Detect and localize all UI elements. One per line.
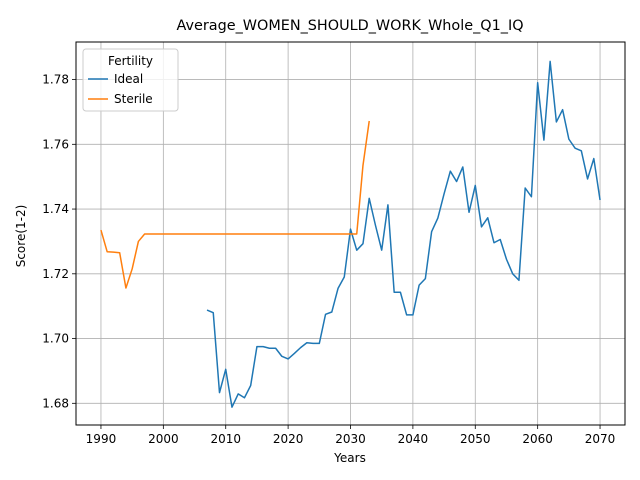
x-tick-label: 1990 [86, 432, 117, 446]
y-tick-label: 1.72 [42, 267, 69, 281]
legend-label-ideal: Ideal [114, 72, 143, 86]
y-tick-label: 1.74 [42, 202, 69, 216]
y-axis-label: Score(1-2) [14, 205, 28, 268]
x-axis-label: Years [333, 451, 366, 465]
chart-title: Average_WOMEN_SHOULD_WORK_Whole_Q1_IQ [176, 18, 523, 34]
y-tick-label: 1.70 [42, 332, 69, 346]
x-tick-label: 2020 [273, 432, 304, 446]
x-tick-label: 2030 [335, 432, 366, 446]
y-axis-ticks: 1.68 1.70 1.72 1.74 1.76 1.78 [42, 73, 76, 410]
legend-label-sterile: Sterile [114, 92, 153, 106]
series-line-sterile [100, 120, 370, 289]
grid-lines [76, 42, 625, 425]
x-tick-label: 2050 [460, 432, 491, 446]
x-tick-label: 2070 [585, 432, 616, 446]
x-tick-label: 2010 [210, 432, 241, 446]
y-tick-label: 1.78 [42, 73, 69, 87]
series-lines [100, 60, 601, 408]
legend-title: Fertility [108, 54, 153, 68]
x-tick-label: 2000 [148, 432, 179, 446]
y-tick-label: 1.68 [42, 396, 69, 410]
x-tick-label: 2040 [398, 432, 429, 446]
legend: Fertility Ideal Sterile [82, 48, 179, 112]
x-axis-ticks: 1990 2000 2010 2020 2030 2040 2050 2060 2070 [86, 425, 616, 446]
legend-box [82, 48, 179, 112]
y-tick-label: 1.76 [42, 137, 69, 151]
x-tick-label: 2060 [522, 432, 553, 446]
series-line-ideal [206, 60, 601, 408]
